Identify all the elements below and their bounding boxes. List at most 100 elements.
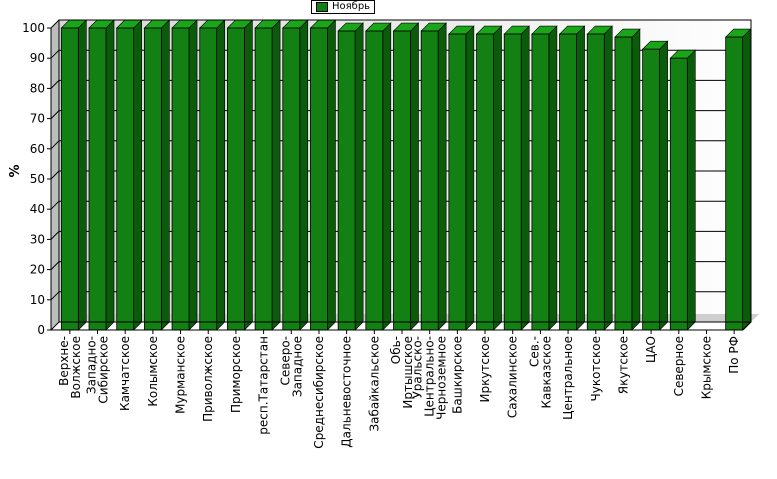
bar-side <box>327 19 336 331</box>
x-tick-label: Крымское <box>699 336 713 399</box>
bar-side <box>548 25 558 331</box>
bar <box>337 30 356 331</box>
bar-side <box>299 19 309 331</box>
gridline-depth <box>50 291 60 301</box>
bar <box>503 33 522 331</box>
plot-frame <box>58 19 752 323</box>
y-tick-label: 20 <box>30 263 45 277</box>
x-tick-label: Верхне-Волжское <box>57 336 83 399</box>
bar <box>310 27 328 331</box>
bar <box>227 27 245 331</box>
bar-side <box>659 40 668 331</box>
bar <box>282 27 301 331</box>
legend-label: Ноябрь <box>332 1 371 12</box>
bar <box>586 33 605 331</box>
x-tick-label: Западно-Сибирское <box>85 336 111 404</box>
x-tick-label: Сахалинское <box>506 336 520 418</box>
bar-side <box>576 25 585 331</box>
bar <box>143 27 162 331</box>
gridline-depth <box>50 49 60 59</box>
x-tick-label: Приморское <box>229 336 243 413</box>
gridline-depth <box>50 80 60 89</box>
bar-side <box>161 19 170 331</box>
legend-swatch <box>316 2 328 12</box>
y-tick-label: 50 <box>30 172 45 186</box>
bar <box>393 30 411 331</box>
bar-side <box>78 19 87 331</box>
bar-side <box>603 25 613 331</box>
x-tick-label: Якутское <box>616 336 630 394</box>
gridline-depth <box>50 19 60 29</box>
y-axis-label: % <box>8 164 23 177</box>
x-tick-label: Обь-Иртышское <box>389 336 415 409</box>
x-tick-label: респ.Татарстан <box>257 336 271 435</box>
bar-side <box>410 22 419 331</box>
bar-side <box>493 25 502 331</box>
bar <box>531 33 550 331</box>
bar-side <box>520 25 530 331</box>
bar-side <box>742 28 751 331</box>
bar-side <box>631 28 641 331</box>
y-tick-label: 30 <box>30 232 45 246</box>
gridline-depth <box>50 200 60 210</box>
x-tick-label: По РФ <box>727 336 741 374</box>
gridline-depth <box>50 170 60 180</box>
bar <box>420 30 439 331</box>
bar-side <box>133 19 142 331</box>
y-tick-label: 80 <box>30 81 45 95</box>
x-tick-label: Забайкальское <box>367 336 381 432</box>
bar <box>669 57 688 331</box>
x-tick-label: Уральско-Центрально-Черноземное <box>411 336 449 420</box>
bar <box>88 27 107 331</box>
x-tick-label: Сев.-Кавказское <box>527 336 553 409</box>
y-tick-label: 40 <box>30 202 45 216</box>
axes <box>50 19 752 331</box>
bar-side <box>244 19 253 331</box>
y-tick-label: 60 <box>30 142 45 156</box>
x-tick-label: Дальневосточное <box>340 336 354 448</box>
x-tick-label: Камчатское <box>118 336 132 411</box>
gridline-depth <box>50 231 60 240</box>
bar-side <box>216 19 226 331</box>
y-tick-label: 90 <box>30 51 45 65</box>
y-tick-labels: 0 10 20 30 40 50 60 70 80 90 100 <box>22 21 45 337</box>
gridline-depth <box>50 321 60 331</box>
bar-side <box>188 19 198 331</box>
x-tick-label: Северное <box>672 336 686 396</box>
bar-side <box>354 22 364 331</box>
gridline-depth <box>50 110 60 119</box>
bar <box>559 33 577 331</box>
bar <box>199 27 218 331</box>
bars <box>60 19 752 334</box>
y-tick-label: 10 <box>30 293 45 307</box>
y-tick-label: 0 <box>37 323 45 337</box>
x-tick-label: Колымское <box>146 336 160 407</box>
bar <box>476 33 494 331</box>
x-tick-label: Среднесибирское <box>312 336 326 449</box>
bar <box>60 27 79 331</box>
x-tick-label: Чукотское <box>589 336 603 401</box>
legend: Ноябрь <box>311 0 376 14</box>
gridline-depth <box>50 261 60 270</box>
bar-side <box>686 49 696 331</box>
y-tick-label: 100 <box>22 21 45 35</box>
x-tick-label: Мурманское <box>174 336 188 414</box>
bar-side <box>271 19 281 331</box>
bar-side <box>382 22 392 331</box>
bar-side <box>105 19 115 331</box>
x-tick-label: Центральное <box>561 336 575 420</box>
x-tick-label: Иркутское <box>478 336 492 403</box>
bar <box>171 27 190 331</box>
x-axis-depth <box>742 321 752 331</box>
bar <box>448 33 467 331</box>
bar <box>642 48 661 331</box>
x-tick-label: Приволжское <box>201 336 215 422</box>
gridline-depth <box>50 140 60 150</box>
bar <box>614 36 633 331</box>
bar <box>725 36 744 331</box>
x-tick-labels: Верхне-Волжское Западно-Сибирское Камчатск… <box>57 336 741 449</box>
x-tick-label: ЦАО <box>644 336 658 363</box>
bar-side <box>437 22 447 331</box>
bar <box>116 27 135 331</box>
